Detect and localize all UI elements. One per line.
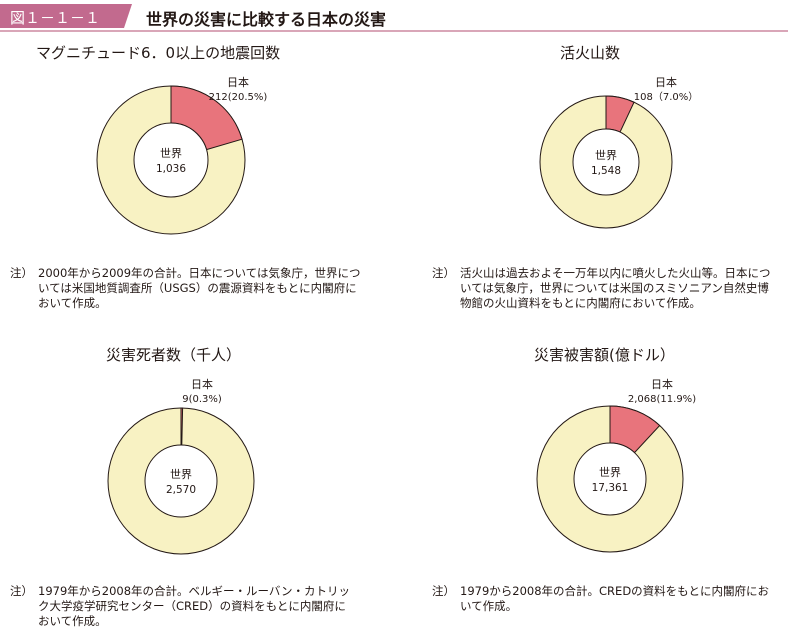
donut-chart-earthquakes: 世界 1,036 日本 212(20.5%)	[96, 75, 268, 235]
donut-hole	[144, 444, 218, 518]
world-value-label: 1,036	[156, 163, 186, 175]
donut-hole	[572, 128, 640, 196]
chart-panel-earthquakes: マグニチュード6．0以上の地震回数 世界 1,036 日本 212(20.5%) 注）…	[0, 38, 394, 338]
world-value-label: 2,570	[166, 484, 196, 496]
world-value-label: 1,548	[591, 165, 621, 177]
donut-chart-volcanoes: 世界 1,548 日本 108（7.0%）	[539, 75, 699, 229]
chart-title: 活火山数	[560, 44, 621, 62]
note-mark: 注）	[432, 584, 455, 598]
figure-title: 世界の災害に比較する日本の災害	[146, 10, 387, 29]
japan-value-label: 9(0.3%)	[182, 394, 222, 405]
japan-slice	[180, 407, 184, 446]
chart-panel-volcanoes: 活火山数 世界 1,548 日本 108（7.0%） 注） 活火山は過去およそ一万年以…	[394, 38, 788, 338]
chart-title: 災害死者数（千人）	[106, 346, 242, 364]
header-divider	[0, 30, 788, 32]
note-mark: 注）	[10, 584, 33, 598]
world-label: 世界	[170, 468, 192, 481]
figure-number-tab: 図１－１－１	[0, 4, 132, 28]
note-mark: 注）	[432, 266, 455, 280]
donut-chart-deaths: 世界 2,570 日本 9(0.3%)	[107, 377, 255, 555]
japan-value-label: 2,068(11.9%)	[628, 394, 696, 405]
donut-hole	[133, 122, 209, 198]
note-text: 活火山は過去およそ一万年以内に噴火した火山等。日本については気象庁，世界について…	[460, 266, 771, 310]
donut-hole	[573, 442, 647, 516]
figure-header: 図１－１－１ 世界の災害に比較する日本の災害	[0, 0, 788, 32]
note-text: 2000年から2009年の合計。日本については気象庁，世界については米国地質調査…	[38, 266, 361, 310]
world-label: 世界	[595, 149, 617, 162]
world-value-label: 17,361	[592, 482, 629, 494]
japan-value-label: 212(20.5%)	[209, 92, 268, 103]
donut-chart-damage: 世界 17,361 日本 2,068(11.9%)	[536, 377, 696, 553]
chart-title: 災害被害額(億ドル）	[534, 346, 675, 364]
note-text: 1979から2008年の合計。CREDの資料をもとに内閣府において作成。	[460, 584, 769, 613]
chart-title: マグニチュード6．0以上の地震回数	[36, 44, 281, 62]
japan-value-label: 108（7.0%）	[634, 91, 699, 103]
chart-panel-damage: 災害被害額(億ドル） 世界 17,361 日本 2,068(11.9%) 注） 197…	[394, 338, 788, 638]
figure-tab-shape	[0, 4, 132, 28]
world-label: 世界	[160, 147, 182, 160]
note-mark: 注）	[10, 266, 33, 280]
figure-number: 図１－１－１	[10, 9, 101, 27]
note-text: 1979年から2008年の合計。ベルギー・ルーバン・カトリック大学疫学研究センタ…	[38, 584, 350, 628]
japan-label: 日本	[655, 75, 677, 89]
japan-label: 日本	[227, 75, 249, 89]
japan-label: 日本	[191, 377, 213, 391]
chart-panel-deaths: 災害死者数（千人） 世界 2,570 日本 9(0.3%) 注） 1979年から200…	[0, 338, 394, 638]
world-label: 世界	[599, 466, 621, 479]
japan-label: 日本	[651, 377, 673, 391]
